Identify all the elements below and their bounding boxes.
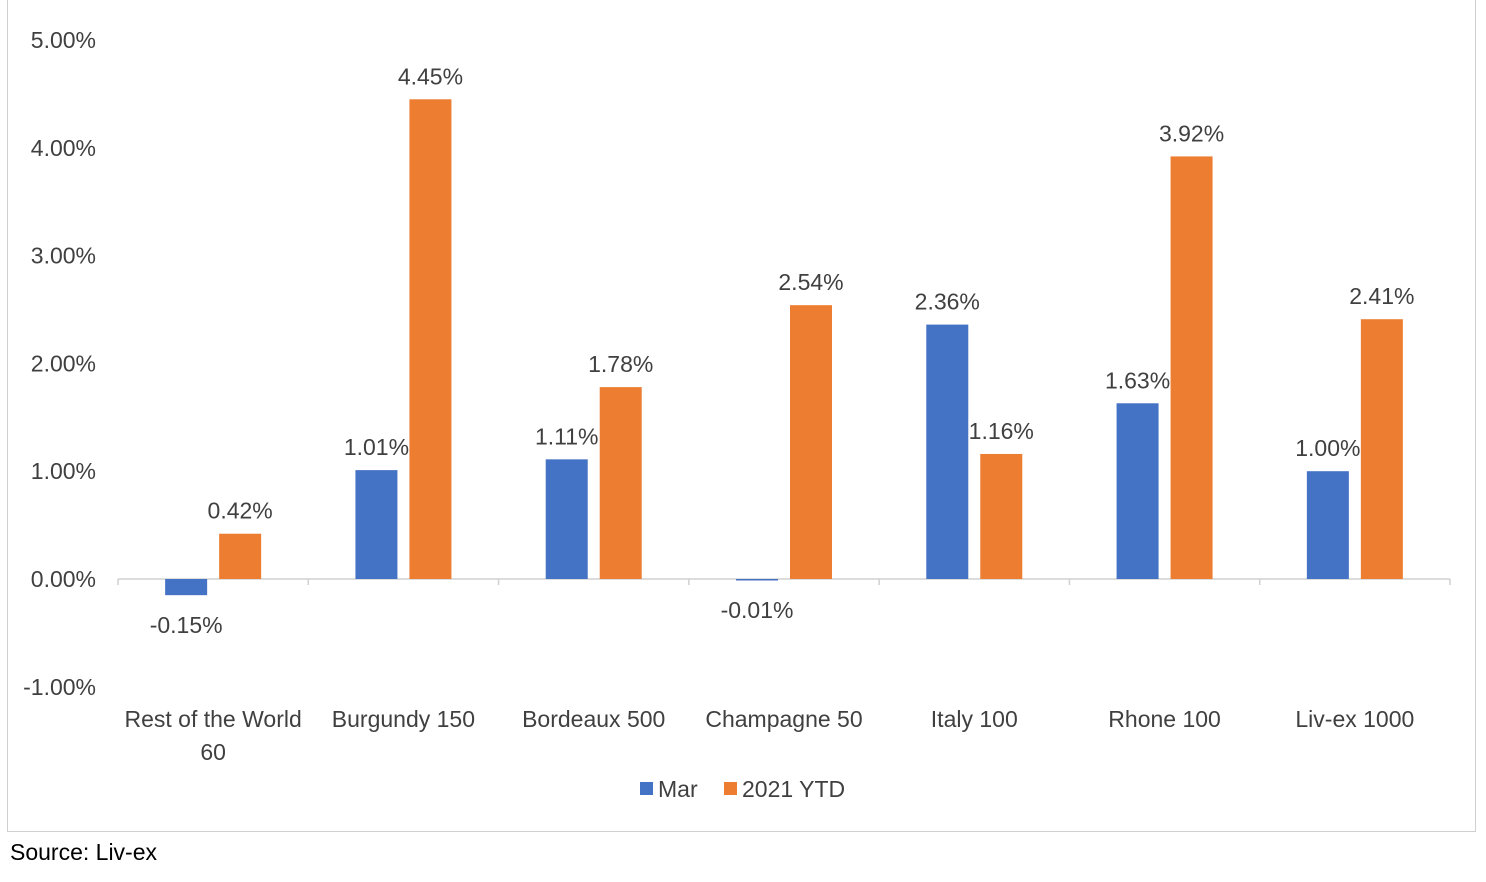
y-tick-label: 3.00%	[31, 243, 96, 269]
chart-frame	[7, 0, 1476, 832]
data-label: 0.42%	[208, 498, 273, 524]
y-tick-label: -1.00%	[23, 674, 96, 700]
data-label: 1.00%	[1295, 435, 1360, 461]
data-labels: -0.15% 0.42% 1.01% 4.45% 1.11% 1.78% -0.01% 2.5…	[150, 63, 1415, 638]
data-label: 2.36%	[915, 289, 980, 315]
category-label: Champagne 50	[705, 706, 862, 732]
category-label: Bordeaux 500	[522, 706, 665, 732]
bar-ytd	[790, 305, 832, 579]
bar-mar	[1306, 471, 1349, 579]
y-tick-label: 5.00%	[31, 27, 96, 53]
data-label: -0.01%	[721, 597, 794, 623]
category-label: Rhone 100	[1108, 706, 1221, 732]
data-label: 2.41%	[1349, 283, 1414, 309]
bar-ytd	[1360, 319, 1403, 579]
category-labels: Rest of the World 60 Burgundy 150 Bordeaux …	[125, 706, 1415, 765]
legend-swatch	[640, 782, 653, 795]
bar-mar	[736, 579, 778, 581]
legend: Mar 2021 YTD	[640, 776, 845, 802]
bar-ytd	[219, 533, 262, 579]
category-label: Italy 100	[931, 706, 1018, 732]
y-axis-ticks: 5.00% 4.00% 3.00% 2.00% 1.00% 0.00% -1.00%	[23, 27, 96, 700]
bar-mar	[165, 579, 208, 596]
bar-ytd	[599, 387, 642, 579]
bar-ytd	[980, 453, 1023, 579]
data-label: 3.92%	[1159, 120, 1224, 146]
category-label: Burgundy 150	[332, 706, 475, 732]
data-label: 1.11%	[535, 423, 599, 449]
bar-mar	[926, 324, 969, 579]
category-label: Liv-ex 1000	[1295, 706, 1414, 732]
bars	[165, 99, 1403, 596]
legend-swatch	[724, 782, 737, 795]
bar-ytd	[409, 99, 452, 579]
data-label: 2.54%	[778, 269, 843, 295]
data-label: 1.78%	[588, 351, 653, 377]
data-label: 1.16%	[969, 418, 1034, 444]
legend-label: Mar	[658, 776, 698, 802]
category-label: Rest of the World	[125, 706, 302, 732]
y-tick-label: 1.00%	[31, 458, 96, 484]
source-note: Source: Liv-ex	[10, 839, 158, 865]
category-label: 60	[200, 739, 226, 765]
y-tick-label: 0.00%	[31, 566, 96, 592]
legend-label: 2021 YTD	[742, 776, 845, 802]
x-axis	[117, 578, 1451, 585]
bar-ytd	[1170, 156, 1213, 579]
data-label: -0.15%	[150, 612, 223, 638]
bar-mar	[1116, 403, 1159, 579]
y-tick-label: 2.00%	[31, 350, 96, 376]
bar-mar	[545, 459, 588, 579]
bar-mar	[355, 470, 398, 579]
data-label: 1.63%	[1105, 367, 1170, 393]
y-tick-label: 4.00%	[31, 135, 96, 161]
data-label: 1.01%	[344, 434, 409, 460]
data-label: 4.45%	[398, 63, 463, 89]
